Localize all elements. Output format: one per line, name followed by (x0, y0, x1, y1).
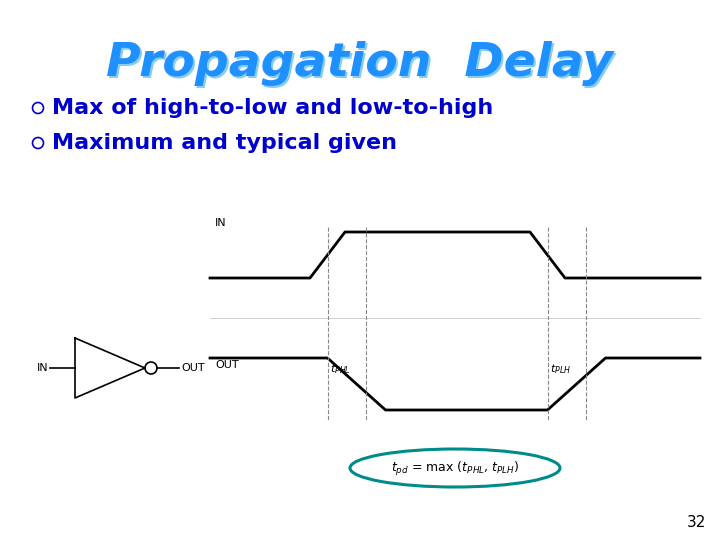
Text: $t_{PHL}$: $t_{PHL}$ (330, 362, 350, 376)
Text: 32: 32 (687, 515, 706, 530)
Text: Max of high-to-low and low-to-high: Max of high-to-low and low-to-high (52, 98, 493, 118)
Text: $t_{pd}$ = max ($t_{PHL}$, $t_{PLH}$): $t_{pd}$ = max ($t_{PHL}$, $t_{PLH}$) (391, 460, 519, 478)
Text: Propagation  Delay: Propagation Delay (109, 43, 616, 88)
Text: OUT: OUT (181, 363, 204, 373)
Text: OUT: OUT (215, 360, 238, 370)
Text: IN: IN (37, 363, 48, 373)
Text: Propagation  Delay: Propagation Delay (107, 41, 613, 86)
Text: $t_{PLH}$: $t_{PLH}$ (549, 362, 570, 376)
Text: Maximum and typical given: Maximum and typical given (52, 133, 397, 153)
Text: IN: IN (215, 218, 227, 228)
